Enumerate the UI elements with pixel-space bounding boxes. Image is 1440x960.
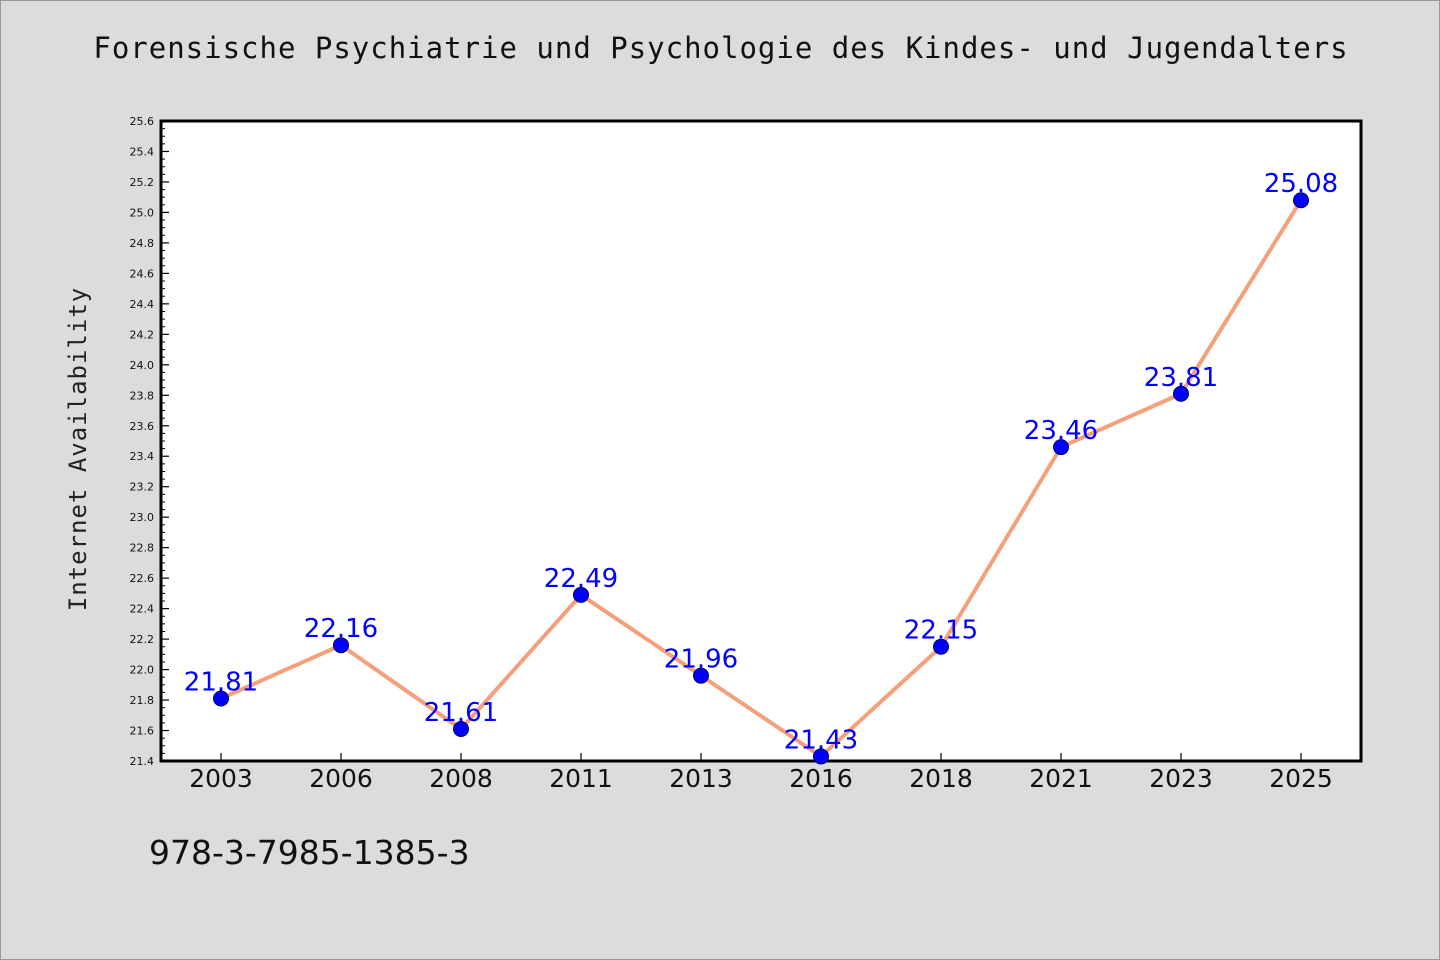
x-tick-label: 2003 xyxy=(189,764,253,793)
isbn-text: 978-3-7985-1385-3 xyxy=(149,833,470,872)
x-tick-label: 2021 xyxy=(1029,764,1093,793)
x-tick-label: 2006 xyxy=(309,764,373,793)
y-tick-label: 22.4 xyxy=(130,603,155,616)
y-tick-label: 21.4 xyxy=(130,755,155,768)
data-label: 25.08 xyxy=(1264,169,1338,199)
x-tick-label: 2025 xyxy=(1269,764,1333,793)
x-tick-label: 2011 xyxy=(549,764,613,793)
data-label: 21.96 xyxy=(664,645,738,675)
data-label: 23.46 xyxy=(1024,416,1098,446)
y-tick-label: 22.8 xyxy=(130,542,155,555)
data-point xyxy=(453,721,469,737)
x-tick-label: 2023 xyxy=(1149,764,1213,793)
data-point xyxy=(813,748,829,765)
data-label: 22.16 xyxy=(304,614,378,644)
x-tick-label: 2016 xyxy=(789,764,853,793)
data-label: 21.43 xyxy=(784,725,858,755)
y-tick-label: 24.6 xyxy=(130,267,155,280)
data-label-layer: 21.81 22.16 21.61 22.49 21.96 21.43 22.15 23.46… xyxy=(184,169,1338,755)
y-axis: 21.4 21.6 21.8 22.0 22.2 22.4 22.6 22.8 23.0 23.2… xyxy=(130,115,169,768)
data-label: 22.15 xyxy=(904,616,978,646)
data-label: 21.61 xyxy=(424,698,498,728)
x-tick-label: 2008 xyxy=(429,764,493,793)
data-point xyxy=(333,637,349,654)
data-label: 22.49 xyxy=(544,564,618,594)
y-tick-label: 25.4 xyxy=(130,145,155,158)
data-label: 23.81 xyxy=(1144,363,1218,393)
y-tick-label: 22.2 xyxy=(130,633,155,646)
data-point xyxy=(1173,385,1189,402)
y-tick-label: 22.6 xyxy=(130,572,155,585)
x-tick-label: 2018 xyxy=(909,764,973,793)
y-axis-title: Internet Availability xyxy=(64,287,92,611)
data-label: 21.81 xyxy=(184,668,258,698)
plot-area xyxy=(159,119,1363,763)
y-tick-label: 25.2 xyxy=(130,176,155,189)
y-tick-label: 24.8 xyxy=(130,237,155,250)
data-point xyxy=(213,690,229,707)
y-tick-label: 21.6 xyxy=(130,725,155,738)
data-point xyxy=(693,667,709,684)
y-tick-label: 21.8 xyxy=(130,694,155,707)
y-tick-label: 25.6 xyxy=(130,115,155,128)
y-tick-label: 23.0 xyxy=(130,511,155,524)
y-tick-label: 22.0 xyxy=(130,664,155,677)
data-point xyxy=(933,638,949,655)
y-tick-label: 24.4 xyxy=(130,298,155,311)
y-tick-label: 23.2 xyxy=(130,481,155,494)
data-point xyxy=(1053,439,1069,456)
y-tick-label: 25.0 xyxy=(130,206,155,219)
y-tick-label: 24.2 xyxy=(130,328,155,341)
y-tick-label: 23.8 xyxy=(130,389,155,402)
y-tick-label: 24.0 xyxy=(130,359,155,372)
marker-layer xyxy=(213,192,1309,765)
x-axis: 2003 2006 2008 2011 2013 2016 2018 2021 2023 2025 xyxy=(189,753,1333,793)
y-tick-label: 23.6 xyxy=(130,420,155,433)
y-tick-label: 23.4 xyxy=(130,450,155,463)
series-line xyxy=(219,198,1303,759)
x-tick-label: 2013 xyxy=(669,764,733,793)
data-point xyxy=(1293,192,1309,209)
series-line-layer xyxy=(219,198,1303,759)
chart-title: Forensische Psychiatrie und Psychologie … xyxy=(93,31,1349,65)
data-point xyxy=(573,586,589,603)
